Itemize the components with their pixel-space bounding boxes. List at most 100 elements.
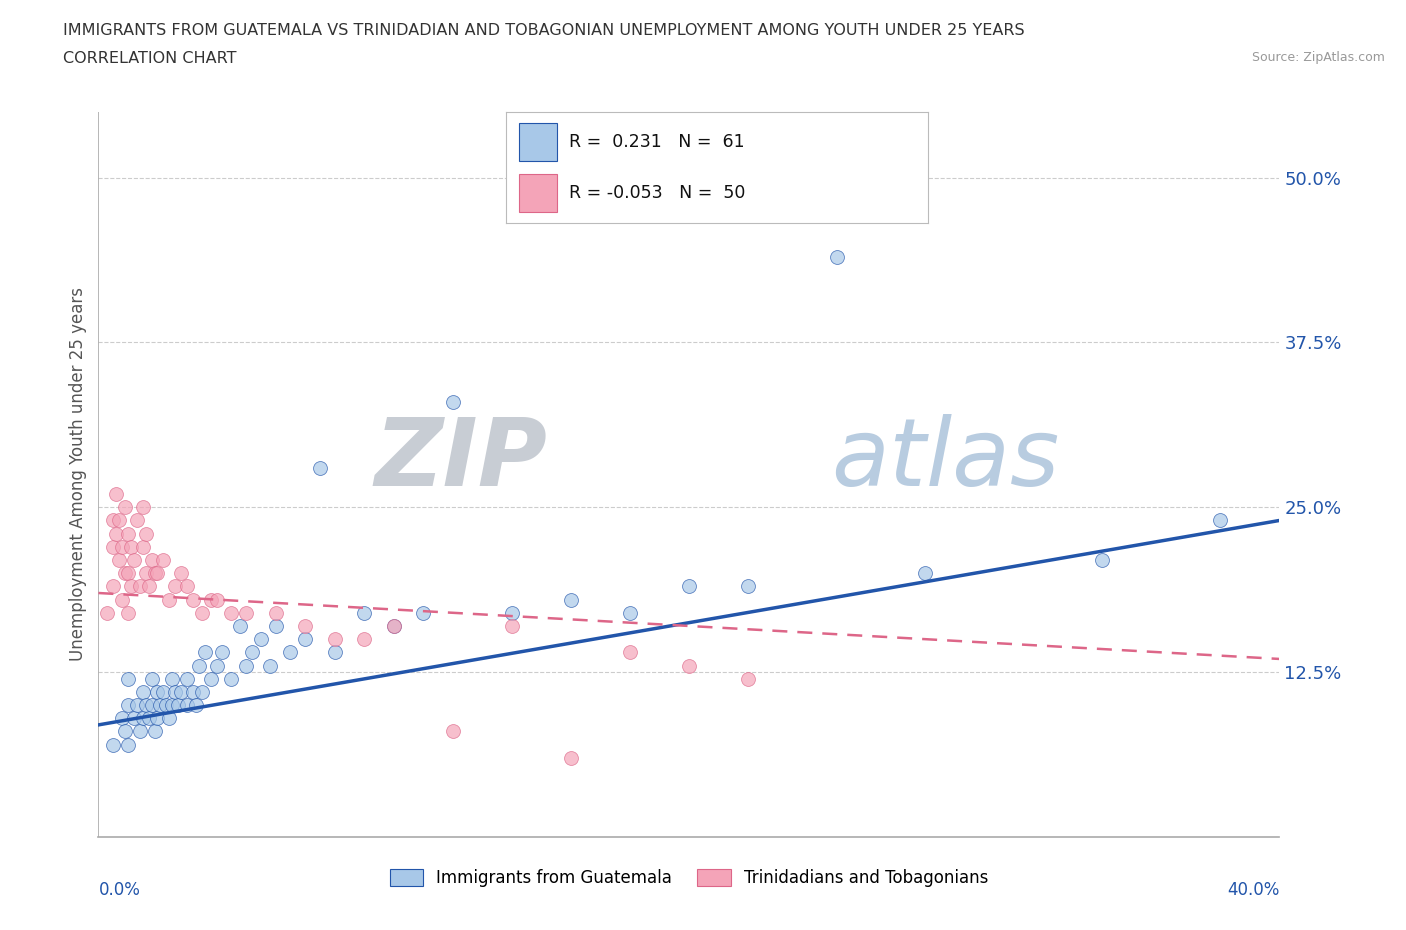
Point [128, 724, 150, 739]
Point [157, 592, 180, 607]
Point [138, 579, 160, 594]
Point [122, 711, 145, 725]
Point [1091, 552, 1114, 567]
Point [117, 565, 139, 580]
Point [105, 526, 128, 541]
Point [259, 658, 281, 673]
Point [111, 539, 134, 554]
Point [114, 499, 136, 514]
Point [382, 618, 405, 633]
Point [146, 711, 169, 725]
Point [125, 698, 148, 712]
Y-axis label: Unemployment Among Youth under 25 years: Unemployment Among Youth under 25 years [69, 287, 87, 661]
Point [184, 698, 207, 712]
Point [619, 644, 641, 659]
Point [128, 579, 150, 594]
Point [117, 737, 139, 752]
Point [141, 698, 163, 712]
Point [264, 618, 287, 633]
Point [191, 684, 214, 699]
Point [353, 605, 375, 620]
Point [678, 658, 700, 673]
Point [914, 565, 936, 580]
Point [240, 644, 263, 659]
Point [560, 751, 582, 765]
Point [264, 605, 287, 620]
Point [170, 684, 193, 699]
Point [205, 592, 228, 607]
Text: R = -0.053   N =  50: R = -0.053 N = 50 [569, 184, 745, 202]
Point [619, 605, 641, 620]
Point [135, 526, 157, 541]
Point [111, 592, 134, 607]
Point [176, 579, 198, 594]
Point [235, 605, 257, 620]
Point [221, 605, 243, 620]
Point [103, 539, 125, 554]
Point [135, 565, 157, 580]
Point [157, 711, 180, 725]
Point [111, 711, 134, 725]
Point [125, 513, 148, 528]
Point [120, 539, 142, 554]
Point [560, 592, 582, 607]
Point [103, 513, 125, 528]
Point [211, 644, 233, 659]
Point [117, 605, 139, 620]
Point [143, 724, 166, 739]
Point [132, 539, 155, 554]
Point [103, 737, 125, 752]
Point [737, 671, 759, 686]
Point [165, 579, 187, 594]
Legend: Immigrants from Guatemala, Trinidadians and Tobagonians: Immigrants from Guatemala, Trinidadians … [382, 862, 995, 894]
Text: R =  0.231   N =  61: R = 0.231 N = 61 [569, 133, 745, 151]
Text: 0.0%: 0.0% [98, 881, 141, 898]
Point [108, 513, 131, 528]
Point [132, 499, 155, 514]
Point [141, 671, 163, 686]
Text: CORRELATION CHART: CORRELATION CHART [63, 51, 236, 66]
Point [167, 698, 190, 712]
Point [105, 486, 128, 501]
Point [146, 684, 169, 699]
Point [176, 671, 198, 686]
Point [294, 618, 316, 633]
Point [152, 684, 174, 699]
Point [165, 684, 187, 699]
Point [108, 552, 131, 567]
Point [162, 698, 183, 712]
Point [309, 460, 332, 475]
FancyBboxPatch shape [519, 174, 557, 212]
Point [149, 698, 172, 712]
Point [170, 565, 193, 580]
Point [200, 592, 222, 607]
Text: Source: ZipAtlas.com: Source: ZipAtlas.com [1251, 51, 1385, 64]
Text: atlas: atlas [831, 414, 1059, 505]
Text: ZIP: ZIP [374, 414, 547, 506]
Point [132, 711, 155, 725]
Point [181, 592, 204, 607]
Point [323, 631, 346, 646]
Point [441, 724, 464, 739]
Point [229, 618, 252, 633]
Point [200, 671, 222, 686]
Point [122, 552, 145, 567]
Point [181, 684, 204, 699]
Point [103, 579, 125, 594]
Point [501, 618, 523, 633]
Point [353, 631, 375, 646]
Text: IMMIGRANTS FROM GUATEMALA VS TRINIDADIAN AND TOBAGONIAN UNEMPLOYMENT AMONG YOUTH: IMMIGRANTS FROM GUATEMALA VS TRINIDADIAN… [63, 23, 1025, 38]
Point [221, 671, 243, 686]
Point [194, 644, 217, 659]
Point [294, 631, 316, 646]
FancyBboxPatch shape [519, 123, 557, 161]
Point [138, 711, 160, 725]
Point [412, 605, 434, 620]
Point [162, 671, 183, 686]
Point [382, 618, 405, 633]
Text: 40.0%: 40.0% [1227, 881, 1279, 898]
Point [114, 565, 136, 580]
Point [250, 631, 273, 646]
Point [141, 552, 163, 567]
Point [678, 579, 700, 594]
